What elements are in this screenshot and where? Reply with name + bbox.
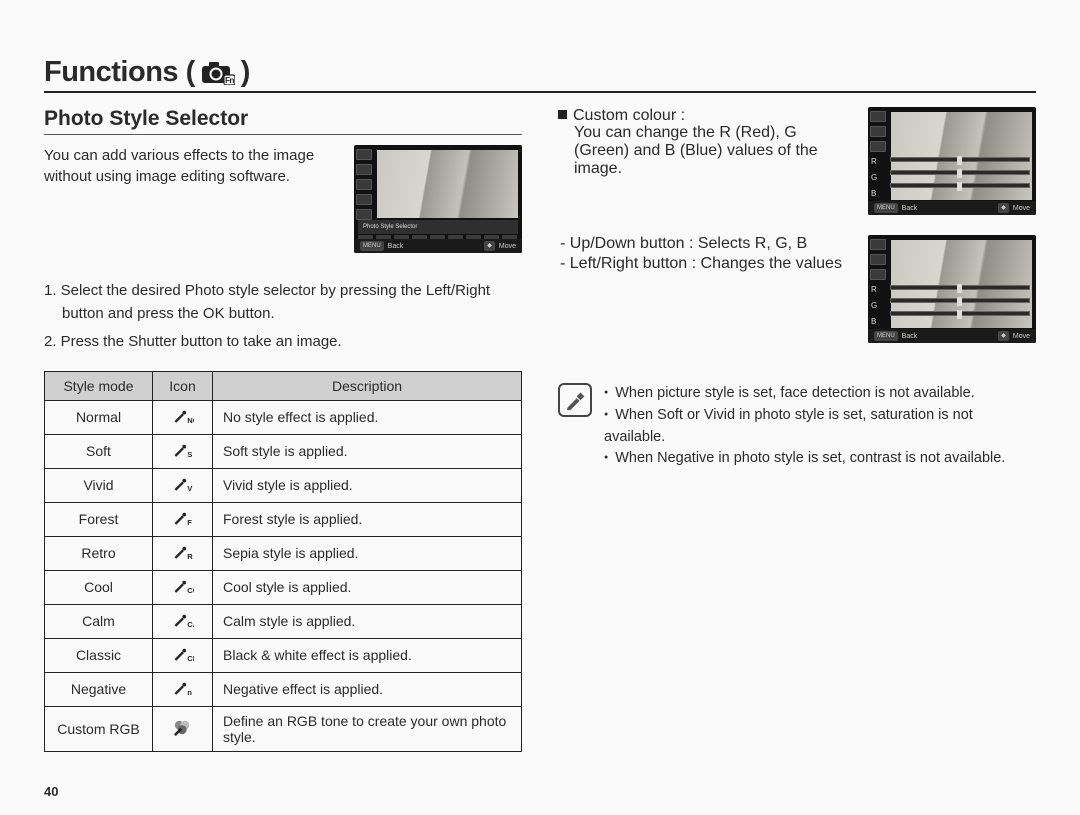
pss-screenshot: Photo Style Selector MENUBack ◆Move bbox=[354, 145, 522, 253]
cell-mode: Vivid bbox=[45, 468, 153, 502]
style-table: Style mode Icon Description Normal NOR No … bbox=[44, 371, 522, 752]
cell-mode: Calm bbox=[45, 604, 153, 638]
page-number: 40 bbox=[44, 784, 58, 799]
table-row: Retro R Sepia style is applied. bbox=[45, 536, 522, 570]
brush-icon: NOR bbox=[172, 407, 194, 425]
svg-text:n: n bbox=[187, 688, 192, 697]
custom-colour-label: Custom colour : bbox=[573, 107, 685, 124]
cell-desc: Define an RGB tone to create your own ph… bbox=[213, 706, 522, 751]
step-2: 2. Press the Shutter button to take an i… bbox=[44, 330, 522, 353]
cell-mode: Cool bbox=[45, 570, 153, 604]
svg-text:CL: CL bbox=[187, 654, 194, 663]
title-suffix: ) bbox=[241, 56, 250, 89]
brush-icon: CL bbox=[172, 645, 194, 663]
cell-icon: n bbox=[153, 672, 213, 706]
updown-instruction: - Up/Down button : Selects R, G, B bbox=[558, 235, 854, 253]
svg-text:CA: CA bbox=[187, 620, 194, 629]
right-column: Custom colour : You can change the R (Re… bbox=[558, 107, 1036, 752]
cell-icon: CL bbox=[153, 638, 213, 672]
cell-icon bbox=[153, 706, 213, 751]
page-title: Functions ( Fn ) bbox=[44, 56, 1036, 93]
camera-fn-icon: Fn bbox=[201, 61, 235, 85]
svg-text:CO: CO bbox=[187, 586, 194, 595]
note-1: When picture style is set, face detectio… bbox=[604, 383, 1036, 405]
note-icon bbox=[558, 383, 592, 417]
cell-mode: Negative bbox=[45, 672, 153, 706]
brush-icon: n bbox=[172, 679, 194, 697]
svg-text:Fn: Fn bbox=[225, 76, 234, 85]
cell-desc: Vivid style is applied. bbox=[213, 468, 522, 502]
table-row: Cool CO Cool style is applied. bbox=[45, 570, 522, 604]
brush-icon: S bbox=[172, 441, 194, 459]
cell-desc: Calm style is applied. bbox=[213, 604, 522, 638]
brush-icon bbox=[172, 718, 194, 736]
cell-icon: NOR bbox=[153, 400, 213, 434]
cell-icon: F bbox=[153, 502, 213, 536]
svg-text:S: S bbox=[187, 450, 192, 459]
cell-desc: Negative effect is applied. bbox=[213, 672, 522, 706]
cell-desc: Soft style is applied. bbox=[213, 434, 522, 468]
note-2: When Soft or Vivid in photo style is set… bbox=[604, 405, 1036, 449]
cell-desc: Sepia style is applied. bbox=[213, 536, 522, 570]
table-row: Calm CA Calm style is applied. bbox=[45, 604, 522, 638]
cell-desc: Black & white effect is applied. bbox=[213, 638, 522, 672]
table-row: Vivid V Vivid style is applied. bbox=[45, 468, 522, 502]
cell-desc: Cool style is applied. bbox=[213, 570, 522, 604]
brush-icon: CA bbox=[172, 611, 194, 629]
cell-mode: Soft bbox=[45, 434, 153, 468]
cell-desc: Forest style is applied. bbox=[213, 502, 522, 536]
cell-icon: S bbox=[153, 434, 213, 468]
svg-text:V: V bbox=[187, 484, 193, 493]
notes-box: When picture style is set, face detectio… bbox=[558, 383, 1036, 470]
button-instructions: - Up/Down button : Selects R, G, B - Lef… bbox=[558, 235, 854, 343]
cell-mode: Custom RGB bbox=[45, 706, 153, 751]
cell-icon: V bbox=[153, 468, 213, 502]
brush-icon: V bbox=[172, 475, 194, 493]
thumb-strip-label: Photo Style Selector bbox=[363, 224, 417, 230]
square-bullet-icon bbox=[558, 110, 567, 119]
note-3: When Negative in photo style is set, con… bbox=[604, 448, 1036, 470]
steps-list: 1. Select the desired Photo style select… bbox=[44, 279, 522, 353]
intro-text: You can add various effects to the image… bbox=[44, 145, 340, 253]
cell-mode: Normal bbox=[45, 400, 153, 434]
th-icon: Icon bbox=[153, 371, 213, 400]
table-row: Custom RGB Define an RGB tone to create y… bbox=[45, 706, 522, 751]
left-column: Photo Style Selector You can add various… bbox=[44, 107, 522, 752]
brush-icon: CO bbox=[172, 577, 194, 595]
brush-icon: R bbox=[172, 543, 194, 561]
table-row: Classic CL Black & white effect is applied… bbox=[45, 638, 522, 672]
table-row: Soft S Soft style is applied. bbox=[45, 434, 522, 468]
svg-text:F: F bbox=[187, 518, 192, 527]
brush-icon: F bbox=[172, 509, 194, 527]
section-title: Photo Style Selector bbox=[44, 107, 522, 135]
th-mode: Style mode bbox=[45, 371, 153, 400]
th-desc: Description bbox=[213, 371, 522, 400]
cell-icon: CO bbox=[153, 570, 213, 604]
table-row: Forest F Forest style is applied. bbox=[45, 502, 522, 536]
custom-colour-block: Custom colour : You can change the R (Re… bbox=[558, 107, 854, 215]
cell-mode: Classic bbox=[45, 638, 153, 672]
custom-colour-screenshot-1: RGB MENUBack ◆Move bbox=[868, 107, 1036, 215]
cell-mode: Forest bbox=[45, 502, 153, 536]
title-prefix: Functions ( bbox=[44, 56, 195, 89]
svg-text:R: R bbox=[187, 552, 193, 561]
custom-colour-screenshot-2: RGB MENUBack ◆Move bbox=[868, 235, 1036, 343]
custom-colour-desc-text: You can change the R (Red), G (Green) an… bbox=[574, 124, 818, 177]
cell-icon: CA bbox=[153, 604, 213, 638]
leftright-instruction: - Left/Right button : Changes the values bbox=[558, 255, 854, 273]
step-1: 1. Select the desired Photo style select… bbox=[44, 279, 522, 326]
cell-mode: Retro bbox=[45, 536, 153, 570]
svg-text:NOR: NOR bbox=[187, 416, 194, 425]
cell-desc: No style effect is applied. bbox=[213, 400, 522, 434]
cell-icon: R bbox=[153, 536, 213, 570]
table-row: Normal NOR No style effect is applied. bbox=[45, 400, 522, 434]
table-row: Negative n Negative effect is applied. bbox=[45, 672, 522, 706]
